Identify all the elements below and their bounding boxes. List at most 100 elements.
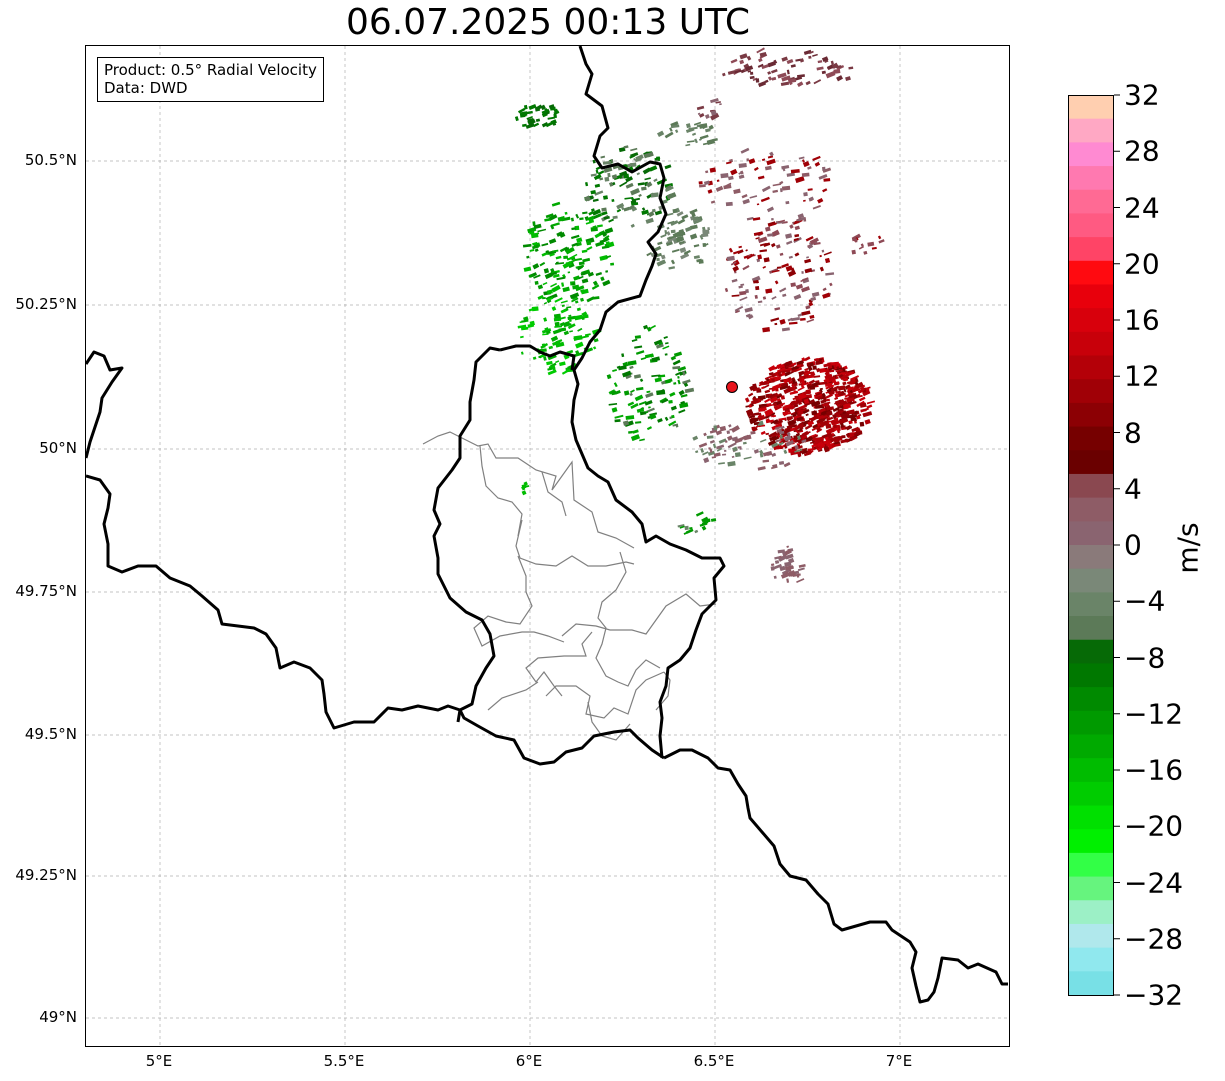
echo-pixel: [864, 418, 871, 425]
echo-pixel: [770, 242, 776, 248]
echo-pixel: [797, 401, 803, 406]
echo-pixel: [845, 76, 851, 81]
echo-pixel: [600, 276, 605, 282]
echo-pixel: [862, 389, 871, 397]
echo-pixel: [836, 75, 844, 82]
echo-pixel: [742, 265, 750, 271]
echo-pixel: [641, 186, 647, 191]
echo-pixel: [739, 446, 742, 450]
echo-pixel: [848, 66, 854, 70]
echo-pixel: [759, 242, 767, 247]
echo-pixel: [863, 250, 868, 255]
echo-pixel: [844, 384, 851, 390]
echo-pixel: [785, 553, 794, 560]
echo-pixel: [586, 215, 595, 221]
echo-pixel: [814, 401, 820, 405]
data-source-label: Data: DWD: [104, 79, 188, 97]
echo-pixel: [637, 182, 645, 186]
echo-pixel: [774, 426, 781, 430]
echo-pixel: [675, 424, 679, 428]
echo-pixel: [651, 374, 661, 378]
district-boundary: [587, 701, 631, 741]
echo-pixel: [635, 350, 645, 355]
echo-pixel: [633, 157, 636, 161]
echo-pixel: [771, 68, 778, 74]
echo-pixel: [550, 282, 558, 288]
colorbar-tick-label: −12: [1124, 697, 1184, 731]
echo-pixel: [811, 443, 818, 448]
echo-pixel: [693, 121, 702, 126]
echo-pixel: [712, 138, 718, 142]
echo-pixel: [756, 203, 760, 206]
echo-pixel: [677, 218, 686, 225]
echo-pixel: [746, 55, 752, 61]
echo-pixel: [846, 371, 855, 375]
echo-pixel: [540, 104, 546, 111]
echo-pixel: [677, 366, 687, 372]
echo-pixel: [559, 361, 566, 367]
echo-pixel: [701, 124, 706, 130]
echo-pixel: [552, 249, 559, 253]
echo-pixel: [807, 188, 813, 191]
echo-pixel: [546, 296, 554, 302]
echo-pixel: [783, 434, 792, 442]
echo-pixel: [768, 222, 777, 227]
echo-pixel: [734, 305, 744, 312]
echo-pixel: [807, 420, 815, 426]
echo-pixel: [636, 386, 644, 391]
echo-pixel: [797, 213, 805, 219]
echo-pixel: [607, 172, 611, 178]
echo-pixel: [726, 255, 735, 262]
echo-pixel: [808, 50, 814, 55]
echo-pixel: [666, 192, 677, 200]
echo-pixel: [692, 216, 699, 221]
echo-pixel: [749, 75, 755, 80]
echo-pixel: [841, 371, 846, 376]
echo-pixel: [805, 236, 814, 242]
echo-pixel: [566, 256, 575, 261]
echo-pixel: [771, 296, 777, 300]
echo-pixel: [543, 301, 548, 305]
colorbar-tick-label: 16: [1124, 303, 1160, 337]
echo-pixel: [624, 420, 634, 428]
echo-pixel: [634, 394, 644, 402]
echo-pixel: [532, 244, 540, 250]
echo-pixel: [728, 247, 734, 253]
echo-pixel: [871, 246, 877, 250]
echo-pixel: [535, 118, 541, 123]
echo-pixel: [830, 385, 840, 392]
lon-label: 5°E: [145, 1052, 173, 1070]
echo-pixel: [822, 292, 831, 299]
echo-pixel: [705, 128, 711, 133]
echo-pixel: [771, 218, 774, 221]
echo-pixel: [555, 262, 565, 265]
echo-pixel: [772, 419, 779, 424]
echo-pixel: [634, 345, 643, 349]
echo-pixel: [772, 189, 779, 193]
echo-pixel: [745, 313, 752, 318]
echo-pixel: [813, 375, 821, 378]
echo-pixel: [684, 525, 689, 531]
echo-pixel: [778, 363, 785, 369]
echo-pixel: [779, 385, 789, 391]
echo-pixel: [849, 389, 853, 394]
echo-pixel: [664, 164, 672, 170]
echo-pixel: [666, 231, 671, 236]
echo-pixel: [582, 257, 591, 263]
echo-pixel: [537, 294, 544, 300]
echo-pixel: [800, 448, 808, 455]
echo-pixel: [696, 258, 703, 263]
echo-pixel: [595, 272, 603, 276]
velocity-echoes: [514, 47, 885, 584]
echo-pixel: [766, 158, 776, 166]
echo-pixel: [534, 280, 539, 285]
echo-pixel: [755, 78, 760, 83]
echo-pixel: [646, 181, 653, 188]
echo-pixel: [794, 444, 799, 450]
echo-pixel: [648, 406, 651, 409]
echo-pixel: [670, 220, 679, 227]
echo-pixel: [750, 399, 759, 405]
echo-pixel: [545, 213, 554, 219]
radar-map[interactable]: [85, 45, 1010, 1047]
echo-pixel: [529, 248, 535, 252]
